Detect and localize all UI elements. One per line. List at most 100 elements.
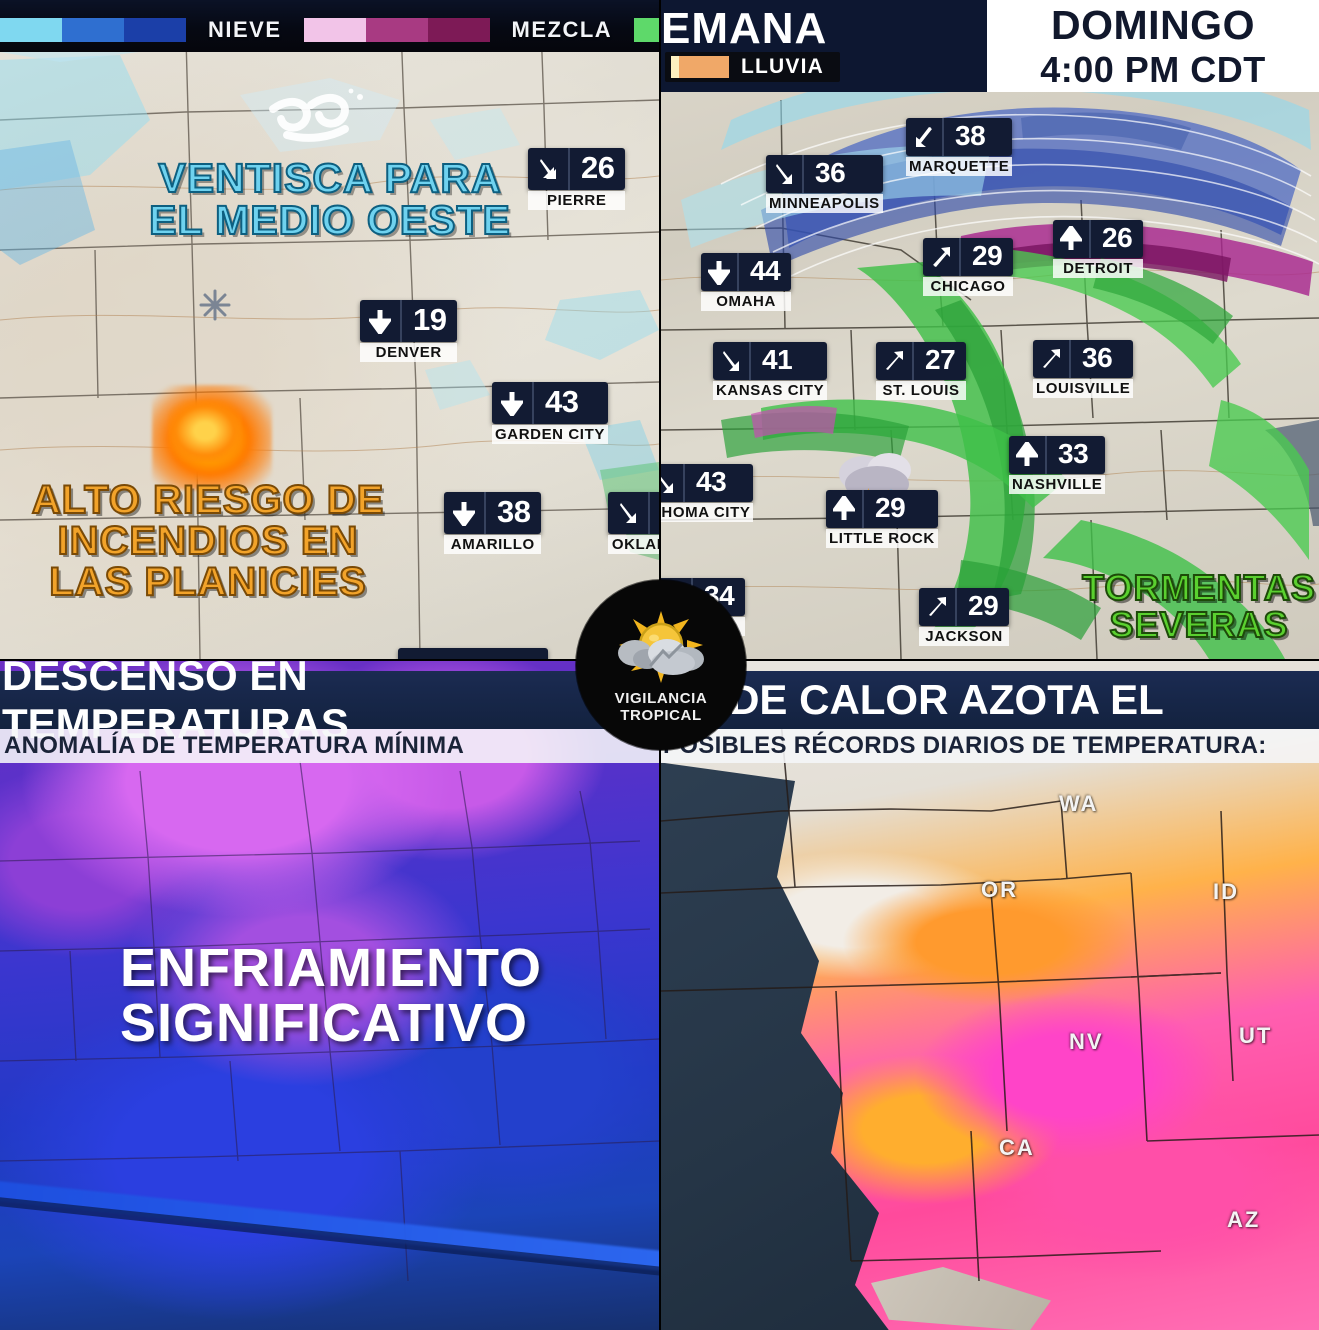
panel-bottom-right-heatwave-map: LA DE CALOR AZOTA EL POSIBLES RÉCORDS DI…	[661, 661, 1319, 1330]
temperature-value	[650, 512, 659, 514]
city-label: DENVER	[360, 343, 458, 362]
legend-label-nieve: NIEVE	[208, 17, 282, 42]
chip-body: 26	[528, 148, 626, 190]
wind-direction-down-right-icon	[528, 148, 570, 190]
city-label: KANSAS CITY	[713, 381, 828, 400]
headline-tormentas-severas: TORMENTAS SEVERAS	[1079, 567, 1319, 645]
state-label-nv: NV	[1069, 1029, 1104, 1054]
city-chip-little-rock[interactable]: 29 LITTLE ROCK	[826, 490, 938, 548]
city-label: GARDEN CITY	[492, 425, 608, 444]
city-chip-denver[interactable]: 19 DENVER	[360, 300, 458, 362]
chip-body: 38	[906, 118, 1013, 156]
bottom-left-subtitle: ANOMALÍA DE TEMPERATURA MÍNIMA	[4, 732, 465, 759]
city-chip-marquette[interactable]: 38 MARQUETTE	[906, 118, 1013, 176]
temperature-value: 44	[750, 255, 781, 286]
precipitation-overlay	[0, 0, 659, 659]
city-label: LITTLE ROCK	[826, 529, 938, 548]
city-label: ST. LOUIS	[876, 381, 967, 400]
city-chip-omaha[interactable]: 44 OMAHA	[701, 253, 792, 311]
city-chip-louisville[interactable]: 36 LOUISVILLE	[1033, 340, 1134, 398]
city-label: LOUISVILLE	[1033, 379, 1134, 398]
chip-body: 43	[661, 464, 754, 502]
vigilancia-tropical-logo: VIGILANCIA TROPICAL	[576, 580, 746, 750]
forecast-day-time-box: DOMINGO 4:00 PM CDT	[987, 0, 1319, 92]
bottom-right-subtitle-bar: POSIBLES RÉCORDS DIARIOS DE TEMPERATURA:	[661, 729, 1319, 763]
city-chip-minneapolis[interactable]: 36 MINNEAPOLIS	[766, 155, 883, 213]
city-label: CHICAGO	[923, 277, 1014, 296]
legend-swatch-rain-light	[634, 18, 659, 42]
panel-bottom-left-cooling-map: DESCENSO EN TEMPERATURAS ANOMALÍA DE TEM…	[0, 661, 659, 1330]
logo-line1: VIGILANCIA	[614, 690, 708, 708]
panel-top-right-sunday-forecast: EMANA LLUVIA DOMINGO 4:00 PM CDT TORMENT…	[661, 0, 1319, 659]
city-chip-nashville[interactable]: 33 NASHVILLE	[1009, 436, 1106, 494]
temperature-value: 36	[815, 157, 846, 188]
headline-ventisca: VENTISCA PARA EL MEDIO OESTE	[110, 156, 550, 243]
city-chip-jackson[interactable]: 29 JACKSON	[919, 588, 1010, 646]
precipitation-overlay	[661, 0, 1319, 659]
city-chip-oklahoma-partial[interactable]: OKLAH	[608, 492, 659, 554]
city-chip-garden-city[interactable]: 43 GARDEN CITY	[492, 382, 608, 444]
city-chip-cropped-bottom[interactable]	[398, 648, 548, 659]
blizzard-swirl-icon	[269, 88, 363, 142]
wind-direction-up-right-icon	[1033, 340, 1071, 378]
headline-tormentas-line1: TORMENTAS	[1081, 567, 1316, 608]
legend-swatch-mix-mid	[365, 18, 428, 42]
city-label: AHOMA CITY	[661, 503, 754, 522]
wind-direction-down-right-icon	[766, 155, 804, 193]
state-label-ca: CA	[999, 1135, 1035, 1160]
temperature-value: 26	[1102, 222, 1133, 253]
wind-direction-down-icon	[444, 492, 486, 534]
bottom-right-title-bar: LA DE CALOR AZOTA EL	[661, 671, 1319, 729]
city-label: JACKSON	[919, 627, 1010, 646]
wind-direction-up-icon	[1009, 436, 1047, 474]
temperature-value: 38	[955, 120, 986, 151]
temperature-value: 29	[875, 492, 906, 523]
rain-legend: LLUVIA	[665, 52, 841, 82]
chip-body: 27	[876, 342, 967, 380]
legend-swatch-mix-heavy	[427, 18, 490, 42]
headline-ventisca-line2: EL MEDIO OESTE	[148, 196, 511, 243]
headline-enfriamiento-line1: ENFRIAMIENTO	[120, 938, 543, 998]
city-chip-pierre[interactable]: 26 PIERRE	[528, 148, 626, 210]
state-boundary-lines	[0, 661, 659, 1330]
bottom-right-subtitle: POSIBLES RÉCORDS DIARIOS DE TEMPERATURA:	[663, 732, 1267, 759]
legend-strip: NIEVE MEZCLA	[0, 17, 659, 42]
city-label: NASHVILLE	[1009, 475, 1106, 494]
city-label: AMARILLO	[444, 535, 542, 554]
city-chip-amarillo[interactable]: 38 AMARILLO	[444, 492, 542, 554]
temperature-value: 19	[413, 302, 447, 337]
headline-incendios: ALTO RIESGO DE INCENDIOS EN LAS PLANICIE…	[8, 478, 408, 604]
wind-direction-up-right-icon	[876, 342, 914, 380]
state-boundary-lines	[0, 0, 659, 659]
legend-swatch-snow-heavy	[124, 18, 186, 42]
headline-incendios-line2: INCENDIOS EN	[57, 518, 359, 563]
headline-incendios-line3: LAS PLANICIES	[48, 559, 367, 604]
headline-incendios-line1: ALTO RIESGO DE	[31, 478, 385, 522]
headline-enfriamiento-line2: SIGNIFICATIVO	[120, 993, 529, 1054]
legend-group-snow: NIEVE	[0, 17, 304, 42]
snowflake-icon	[199, 289, 231, 321]
header-title: EMANA	[661, 4, 828, 53]
city-chip-chicago[interactable]: 29 CHICAGO	[923, 238, 1014, 296]
city-chip-detroit[interactable]: 26 DETROIT	[1053, 220, 1144, 278]
headline-tormentas-line2: SEVERAS	[1108, 603, 1289, 645]
city-chip-kansas-city[interactable]: 41 KANSAS CITY	[713, 342, 828, 400]
chip-body: 29	[923, 238, 1014, 276]
wind-direction-down-icon	[701, 253, 739, 291]
city-chip-oklahoma-city[interactable]: 43 AHOMA CITY	[661, 464, 754, 522]
temperature-value: 27	[925, 344, 956, 375]
city-label: OMAHA	[701, 292, 792, 311]
temperature-value: 43	[696, 466, 727, 497]
legend-label-mezcla: MEZCLA	[511, 17, 613, 42]
city-label: DETROIT	[1053, 259, 1144, 278]
legend-swatch-mix-light	[303, 18, 366, 42]
wind-direction-down-right-icon	[661, 464, 685, 502]
state-label-id: ID	[1213, 879, 1239, 904]
state-label-az: AZ	[1227, 1207, 1261, 1232]
city-chip-st-louis[interactable]: 27 ST. LOUIS	[876, 342, 967, 400]
wind-direction-up-right-icon	[919, 588, 957, 626]
legend-label-lluvia: LLUVIA	[741, 55, 825, 78]
wind-direction-down-left-icon	[906, 118, 944, 156]
state-boundary-lines	[661, 661, 1319, 1330]
chip-body	[608, 492, 659, 534]
